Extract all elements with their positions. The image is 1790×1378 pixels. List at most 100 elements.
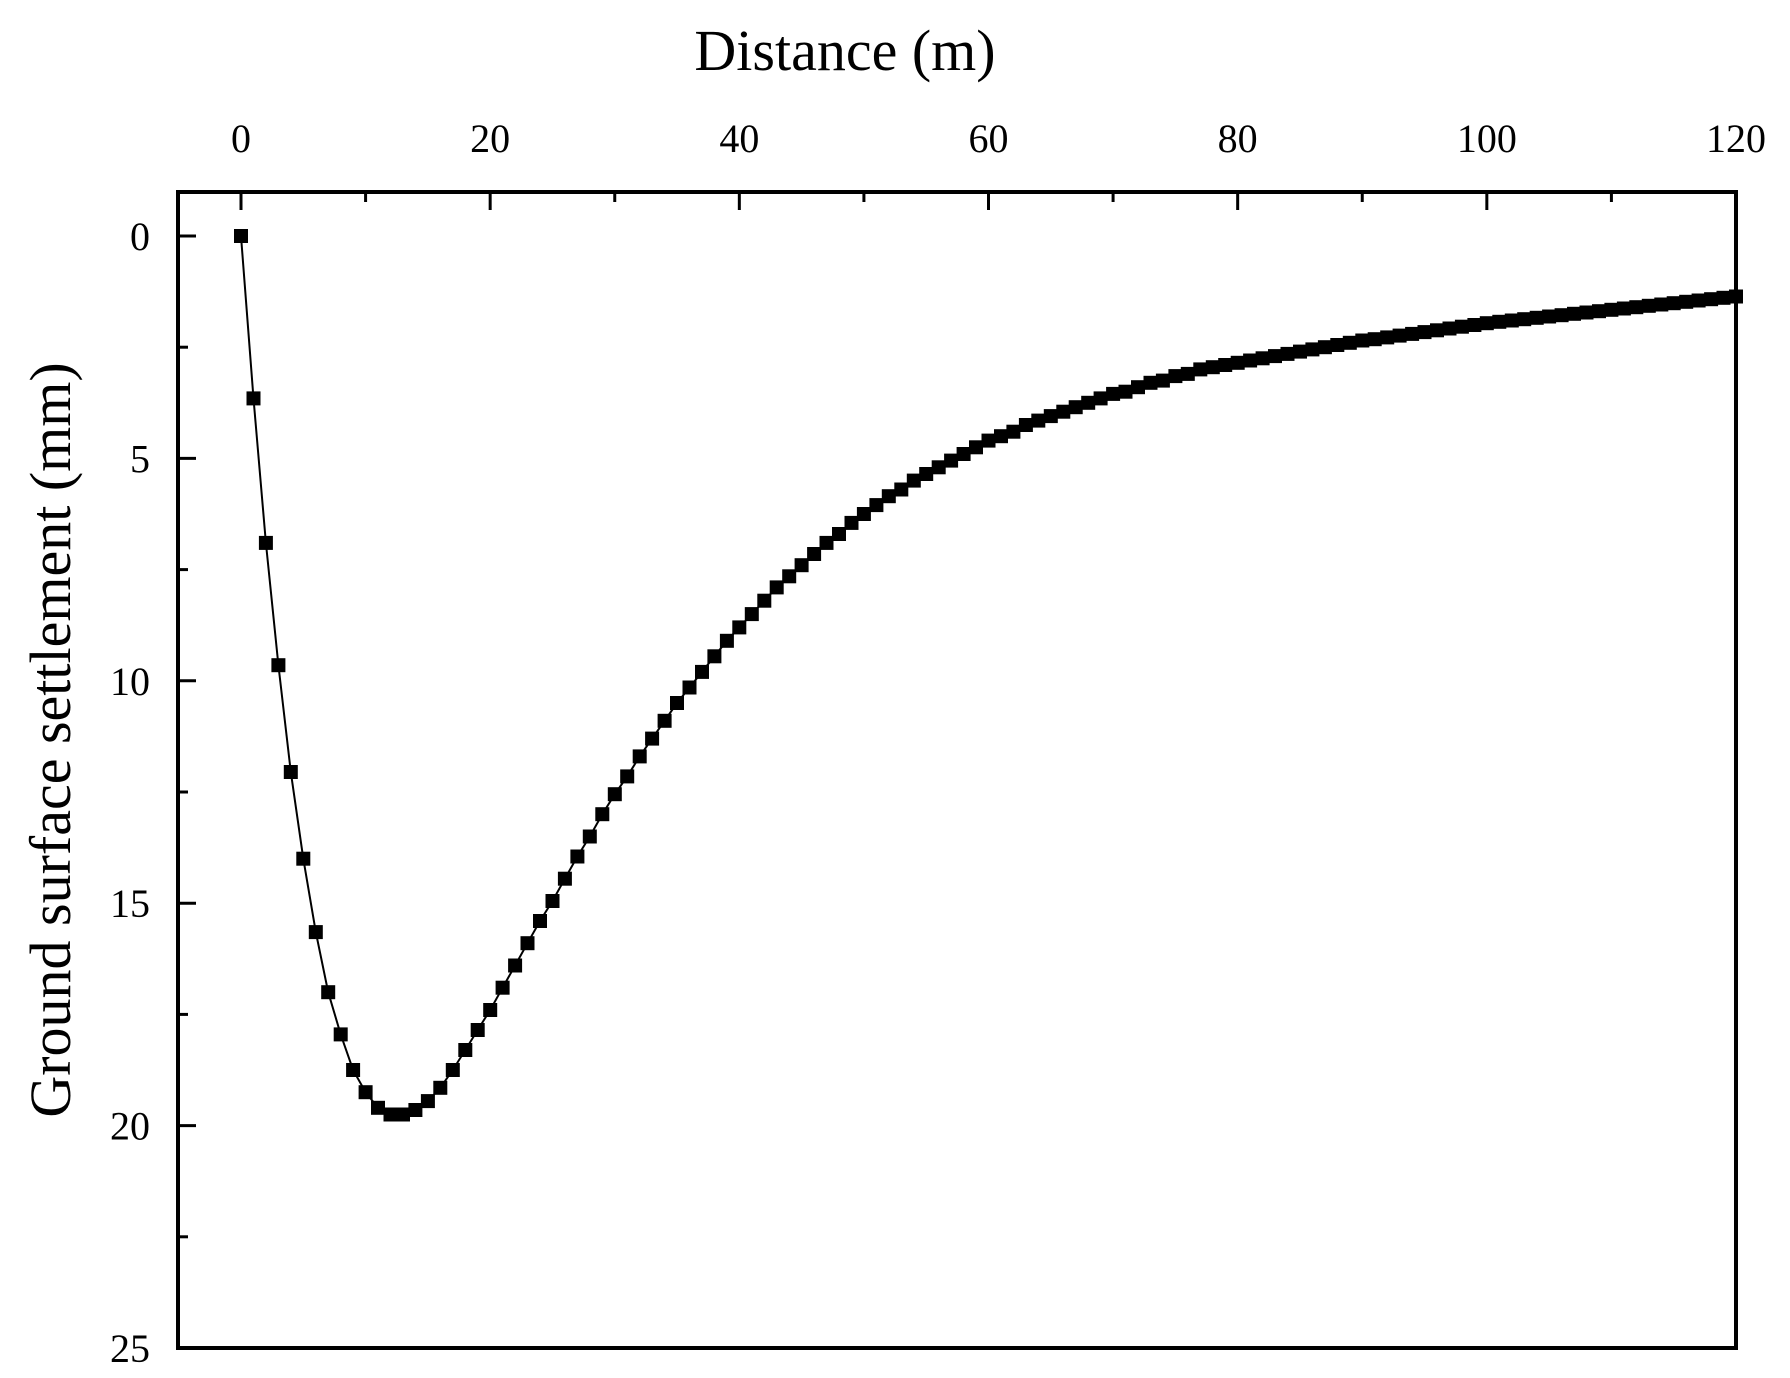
- data-point: [545, 894, 560, 908]
- data-point: [570, 849, 585, 864]
- data-point: [1504, 313, 1519, 328]
- data-point: [1691, 293, 1706, 308]
- data-point: [1367, 332, 1382, 347]
- data-point: [234, 229, 248, 243]
- data-point: [1417, 325, 1432, 340]
- data-point: [1218, 358, 1233, 372]
- x-tick-label: 80: [1218, 116, 1258, 161]
- plot-frame: [176, 190, 1738, 1350]
- data-point: [1666, 296, 1681, 311]
- data-point: [483, 1003, 498, 1017]
- data-point: [358, 1085, 373, 1100]
- x-tick-label: 20: [470, 116, 510, 161]
- data-point: [794, 558, 809, 573]
- data-point: [1280, 346, 1295, 361]
- data-point: [1106, 386, 1121, 401]
- data-point: [1155, 373, 1170, 388]
- data-point: [1118, 384, 1133, 399]
- data-point: [1143, 375, 1158, 390]
- data-point: [1081, 395, 1096, 410]
- y-tick-label: 10: [110, 659, 150, 704]
- data-point: [732, 620, 747, 635]
- data-point: [557, 871, 572, 886]
- data-point: [695, 664, 709, 679]
- data-point: [308, 925, 323, 940]
- data-point: [1342, 335, 1357, 350]
- x-tick-label: 40: [719, 116, 759, 161]
- data-point: [346, 1063, 361, 1077]
- data-point: [682, 680, 697, 695]
- data-point: [1405, 326, 1420, 341]
- data-point: [1479, 316, 1494, 331]
- data-point: [458, 1043, 473, 1057]
- data-point: [1517, 312, 1532, 327]
- data-point: [782, 569, 797, 584]
- data-point: [844, 515, 859, 530]
- data-point: [258, 535, 273, 550]
- data-point: [1230, 355, 1245, 370]
- x-tick-label: 120: [1706, 116, 1766, 161]
- data-point: [271, 658, 286, 673]
- data-point: [1205, 360, 1220, 375]
- data-point: [969, 440, 983, 455]
- x-tick-label: 60: [969, 116, 1009, 161]
- data-point: [408, 1103, 423, 1117]
- data-point: [246, 391, 261, 406]
- data-point: [1679, 294, 1694, 309]
- y-tick-label: 15: [110, 881, 150, 926]
- data-point: [1554, 308, 1569, 323]
- data-point: [707, 649, 722, 664]
- data-point: [869, 498, 884, 513]
- data-point: [906, 473, 921, 488]
- data-point: [1716, 290, 1731, 305]
- data-point: [433, 1080, 448, 1095]
- data-point: [919, 467, 934, 481]
- data-point: [445, 1063, 460, 1077]
- data-point: [807, 547, 822, 561]
- series-line: [240, 235, 1737, 1116]
- data-point: [744, 607, 759, 622]
- data-point: [1180, 366, 1195, 381]
- data-point: [1355, 333, 1370, 348]
- data-point: [1454, 319, 1469, 334]
- data-point: [1392, 328, 1407, 343]
- data-point: [582, 829, 597, 844]
- data-point: [1380, 330, 1395, 345]
- data-point: [1567, 306, 1581, 321]
- data-point: [1492, 314, 1507, 329]
- y-tick-label: 20: [110, 1104, 150, 1149]
- data-point: [520, 936, 535, 951]
- y-axis-title: Ground surface settlement (mm): [18, 362, 83, 1117]
- data-point: [495, 980, 510, 995]
- data-point: [1006, 424, 1021, 439]
- data-point: [1616, 301, 1631, 316]
- data-point: [620, 769, 635, 784]
- data-point: [1293, 344, 1307, 359]
- data-point: [1654, 297, 1669, 312]
- data-point: [420, 1094, 435, 1109]
- data-point: [1579, 305, 1594, 320]
- data-point: [981, 433, 996, 448]
- data-point: [1243, 353, 1258, 368]
- data-point: [1043, 409, 1058, 424]
- data-point: [470, 1023, 485, 1037]
- data-point: [1131, 380, 1145, 395]
- data-point: [1031, 413, 1046, 428]
- data-point: [819, 535, 834, 550]
- data-point: [944, 453, 959, 468]
- data-point: [371, 1100, 385, 1115]
- y-tick-label: 0: [130, 214, 150, 259]
- data-point: [1093, 391, 1108, 406]
- data-point: [1442, 321, 1457, 336]
- data-point: [1430, 323, 1444, 338]
- data-point: [296, 851, 311, 866]
- data-point: [1317, 340, 1332, 355]
- y-tick-label: 5: [130, 436, 150, 481]
- y-tick-label: 25: [110, 1326, 150, 1371]
- data-point: [881, 489, 896, 504]
- data-point: [956, 447, 971, 461]
- data-point: [533, 914, 547, 928]
- data-point: [383, 1107, 398, 1122]
- data-point: [1193, 362, 1208, 377]
